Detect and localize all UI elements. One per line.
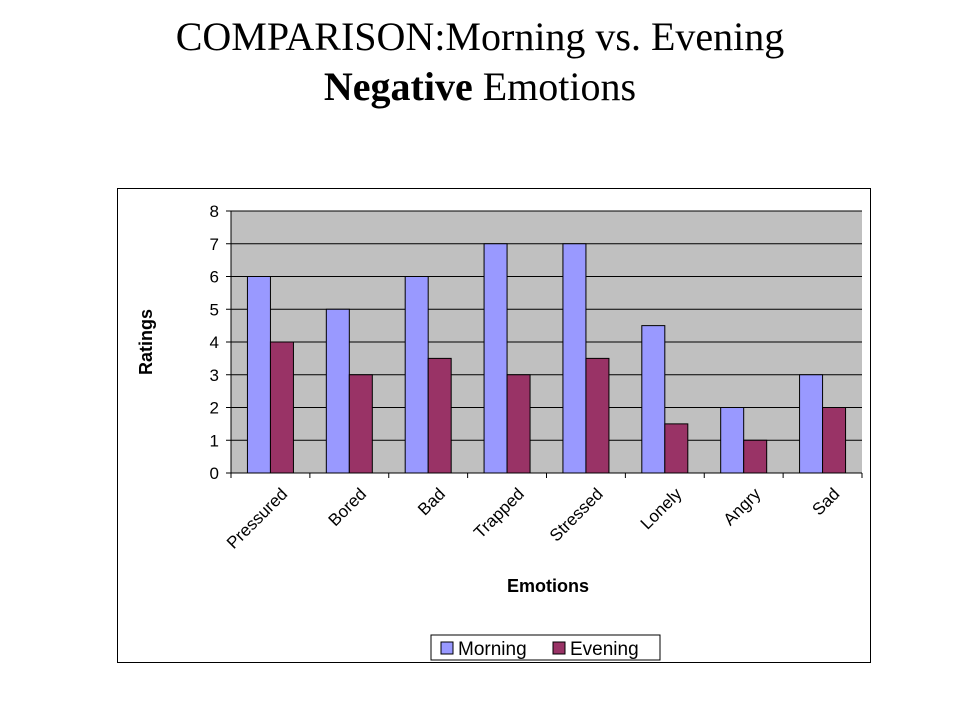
title-line-1: COMPARISON:Morning vs. Evening: [175, 14, 785, 59]
legend-swatch-evening: [552, 641, 566, 655]
bar-morning-lonely: [641, 325, 666, 474]
title-line-2-rest: Emotions: [472, 64, 637, 109]
x-tick-label: Bad: [414, 484, 449, 519]
legend: Morning Evening: [430, 634, 661, 661]
bar-morning-bored: [325, 308, 350, 474]
bar-evening-bad: [427, 357, 452, 474]
x-tick-label: Stressed: [546, 484, 607, 545]
legend-box: [430, 634, 661, 661]
bar-evening-lonely: [664, 423, 689, 474]
bar-evening-pressured: [269, 341, 294, 474]
y-tick-label: 7: [210, 235, 219, 254]
bar-morning-stressed: [562, 243, 587, 474]
bar-morning-trapped: [483, 243, 508, 474]
y-tick-label: 8: [210, 202, 219, 221]
bar-morning-angry: [720, 407, 745, 474]
y-axis-title: Ratings: [136, 309, 156, 375]
y-tick-labels: 0 1 2 3 4 5 6 7 8: [210, 202, 219, 483]
x-tick-labels: Pressured Bored Bad Trapped Stressed Lonely An…: [223, 484, 843, 553]
bar-morning-sad: [799, 374, 824, 474]
title-line-2: Negative Emotions: [0, 62, 960, 112]
y-tick-label: 0: [210, 464, 219, 483]
y-tick-label: 6: [210, 268, 219, 287]
bar-morning-bad: [404, 276, 429, 474]
y-tick-label: 1: [210, 431, 219, 450]
x-tick-label: Sad: [809, 484, 844, 519]
legend-label-morning: Morning: [458, 639, 527, 660]
y-tick-label: 2: [210, 399, 219, 418]
y-tick-label: 4: [210, 333, 219, 352]
slide-title: COMPARISON:Morning vs. Evening Negative …: [0, 12, 960, 112]
bar-evening-angry: [743, 439, 768, 474]
x-axis-title: Emotions: [507, 576, 589, 596]
x-tick-label: Lonely: [637, 484, 686, 533]
axes: [230, 211, 862, 474]
bar-evening-trapped: [506, 374, 531, 474]
title-emphasis: Negative: [323, 64, 473, 109]
bar-morning-pressured: [246, 276, 271, 474]
bar-evening-bored: [348, 374, 373, 474]
legend-label-evening: Evening: [570, 639, 639, 660]
x-tick-label: Angry: [720, 484, 765, 529]
bar-evening-sad: [822, 407, 847, 474]
y-tick-label: 5: [210, 300, 219, 319]
x-tick-label: Pressured: [223, 484, 291, 552]
x-tick-label: Trapped: [470, 484, 528, 542]
bar-evening-stressed: [585, 357, 610, 474]
legend-swatch-morning: [440, 641, 454, 655]
bars: [246, 243, 847, 474]
y-tick-label: 3: [210, 366, 219, 385]
x-tick-label: Bored: [325, 484, 371, 530]
